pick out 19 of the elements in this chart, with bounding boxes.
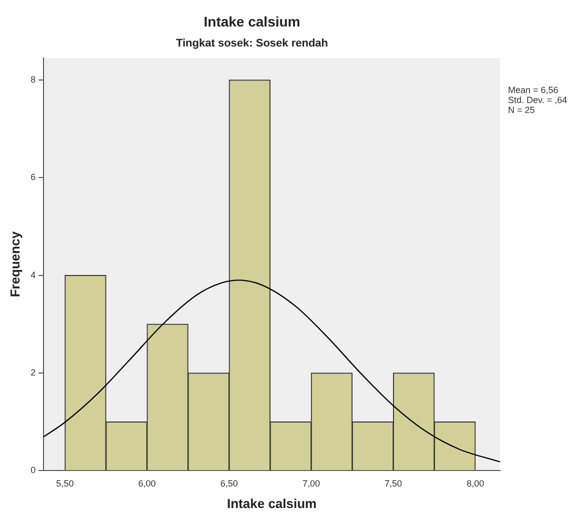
y-tick-label: 2 <box>30 367 36 378</box>
x-tick-label: 6,00 <box>138 478 156 488</box>
y-tick-label: 6 <box>30 172 36 182</box>
text: Mean = 6,56 <box>508 84 558 95</box>
chart-subtitle: Tingkat sosek: Sosek rendah <box>176 37 328 50</box>
x-tick-label: 7,00 <box>302 478 320 488</box>
text: N = 25 <box>508 104 535 115</box>
y-axis-title: Frequency <box>7 230 22 298</box>
x-tick-label: 8,00 <box>466 478 484 488</box>
chart-title: Intake calsium <box>204 13 300 30</box>
x-axis-title: Intake calsium <box>227 496 317 511</box>
y-tick-label: 4 <box>30 270 36 280</box>
x-tick-label: 6,50 <box>220 478 238 488</box>
y-tick-label: 0 <box>30 465 36 476</box>
x-tick-label: 7,50 <box>384 478 402 488</box>
x-tick-label: 5,50 <box>56 478 74 488</box>
line-series <box>44 280 500 462</box>
text: Std. Dev. = ,64 <box>508 94 568 105</box>
y-tick-label: 8 <box>30 74 36 84</box>
